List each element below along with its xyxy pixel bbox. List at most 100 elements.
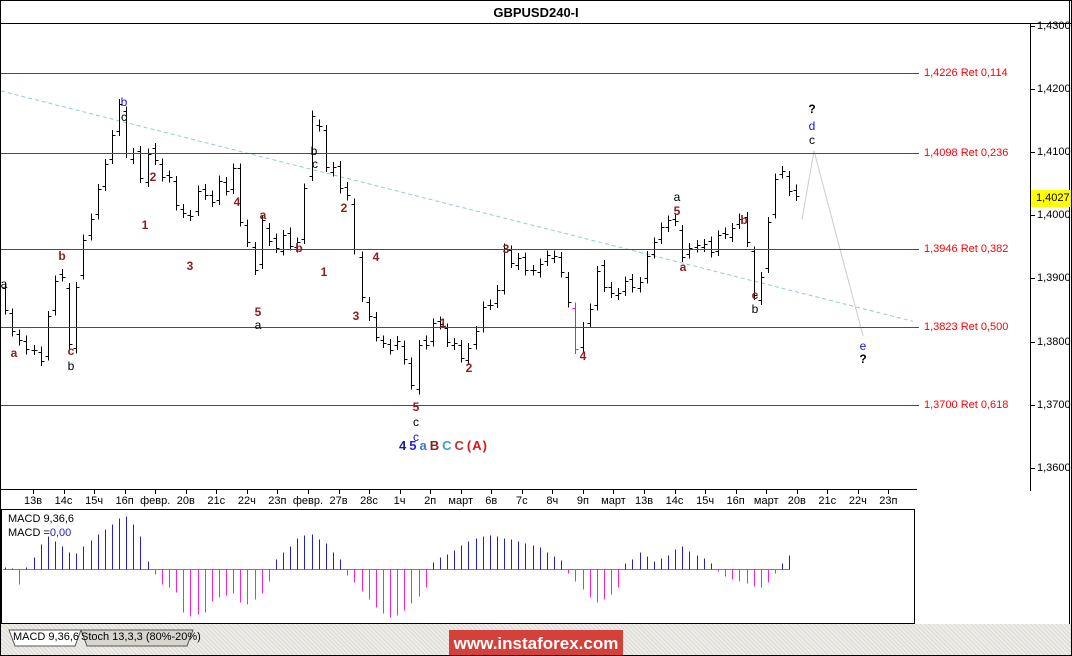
price-scale-label: 1,4000 [1037,209,1071,222]
price-scale-label: 1,3800 [1037,335,1071,348]
macd-value-prefix: MACD = [8,527,50,539]
wave-label: c [809,133,815,147]
time-scale-label: 7с [515,495,528,507]
time-scale-label: 16п [115,495,134,507]
tab-macd[interactable]: MACD 9,36,6 [12,631,80,643]
time-scale-label: 9п [576,495,589,507]
wave-count-part: C [442,438,453,453]
wave-label: 2 [340,201,348,215]
macd-value: 0,00 [49,527,72,539]
wave-label: 1 [320,265,328,279]
wave-label: a [0,277,8,291]
time-scale-label: 1ч [393,495,406,507]
wave-label: c [121,110,127,124]
price-scale-label: 1,3900 [1037,272,1071,285]
wave-label: 4 [233,195,241,209]
wave-label: 4 [372,250,380,264]
wave-label: a [679,260,687,274]
fib-level-label: 1,4226 Ret 0,114 [924,66,1008,79]
wave-label: c [751,288,759,302]
wave-label: b [740,213,748,227]
wave-label: d [808,119,816,133]
wave-label: ? [859,352,867,366]
price-scale-label: 1,4200 [1037,83,1071,96]
fib-level-label: 1,3700 Ret 0,618 [924,398,1009,411]
time-scale-label: 23п [879,495,898,507]
wave-label: 3 [186,259,194,273]
wave-count-part: B [429,438,441,453]
fib-level-label: 1,3823 Ret 0,500 [924,320,1009,333]
wave-label: ? [808,102,816,116]
wave-count-part: а [419,438,428,453]
wave-label: a [254,318,262,332]
wave-label: 5 [673,204,681,218]
wave-count-annotation: 4 5 а B C C (А) [399,438,490,453]
wave-label: 5 [254,305,262,319]
macd-indicator-label: MACD 9,36,6 [8,513,75,525]
time-scale-label: 6в [485,495,498,507]
wave-label: b [310,144,318,158]
time-scale-label: февр. [292,495,324,507]
wave-label: c [67,344,75,358]
wave-count-part: (А) [466,438,488,453]
wave-label: b [58,249,66,263]
time-scale-label: 21с [818,495,837,507]
wave-label: a [259,208,267,222]
wave-label: 5 [412,400,420,414]
wave-label: a [10,346,18,360]
chart-title: GBPUSD240-I [493,5,579,20]
time-scale-label: 14с [54,495,73,507]
time-scale-label: 21с [207,495,226,507]
wave-label: 3 [352,309,360,323]
wave-label: b [120,95,128,109]
macd-value-label: MACD =0,00 [8,527,71,539]
time-scale-label: 22ч [848,495,867,507]
fib-level-label: 1,4098 Ret 0,236 [924,147,1009,160]
wave-count-part: C [454,438,465,453]
wave-count-part: 5 [409,438,418,453]
time-scale-label: 15ч [85,495,104,507]
time-scale-label: 8ч [546,495,559,507]
time-scale-label: 20в [787,495,806,507]
wave-label: 2 [465,361,473,375]
wave-label: c [413,430,419,444]
time-scale-label: 13в [634,495,654,507]
current-price-tag: 1,4027 [1031,190,1071,207]
time-scale-label: 2п [424,495,437,507]
time-scale-label: 23п [268,495,287,507]
wave-label: 1 [141,218,149,232]
wave-label: 3 [502,242,510,256]
time-scale-label: 20в [176,495,195,507]
wave-label: 1 [439,316,447,330]
time-scale-label: 15ч [696,495,715,507]
time-scale-label: 14с [665,495,684,507]
instaforex-banner[interactable]: www.instaforex.com [449,630,623,655]
wave-label: 2 [149,170,157,184]
price-scale-label: 1,4300 [1037,20,1071,32]
time-scale-label: март [448,495,473,507]
time-scale-label: 16п [726,495,745,507]
indicator-tabs-shapes [8,629,194,647]
time-scale-label: февр. [140,495,171,507]
time-scale-label: 22ч [237,495,256,507]
time-scale-label: 27в [329,495,348,507]
wave-label: e [859,339,867,353]
price-scale-label: 1,3600 [1037,461,1071,474]
tab-stochastic[interactable]: Stoch 13,3,3 (80%-20%) [81,631,201,643]
wave-label: b [295,241,303,255]
time-scale-label: март [753,495,779,507]
wave-label: 4 [579,349,587,363]
wave-label: b [751,302,759,316]
wave-label: c [312,157,318,171]
time-scale-label: 13в [23,495,43,507]
wave-count-part: 4 [399,438,408,453]
price-scale-label: 1,3700 [1037,398,1071,411]
wave-label: b [67,359,75,373]
price-scale-label: 1,4100 [1037,146,1071,159]
time-scale-label: март [601,495,626,507]
time-scale-label: 28с [360,495,378,507]
fib-level-label: 1,3946 Ret 0,382 [924,243,1009,256]
wave-label: c [413,415,419,429]
